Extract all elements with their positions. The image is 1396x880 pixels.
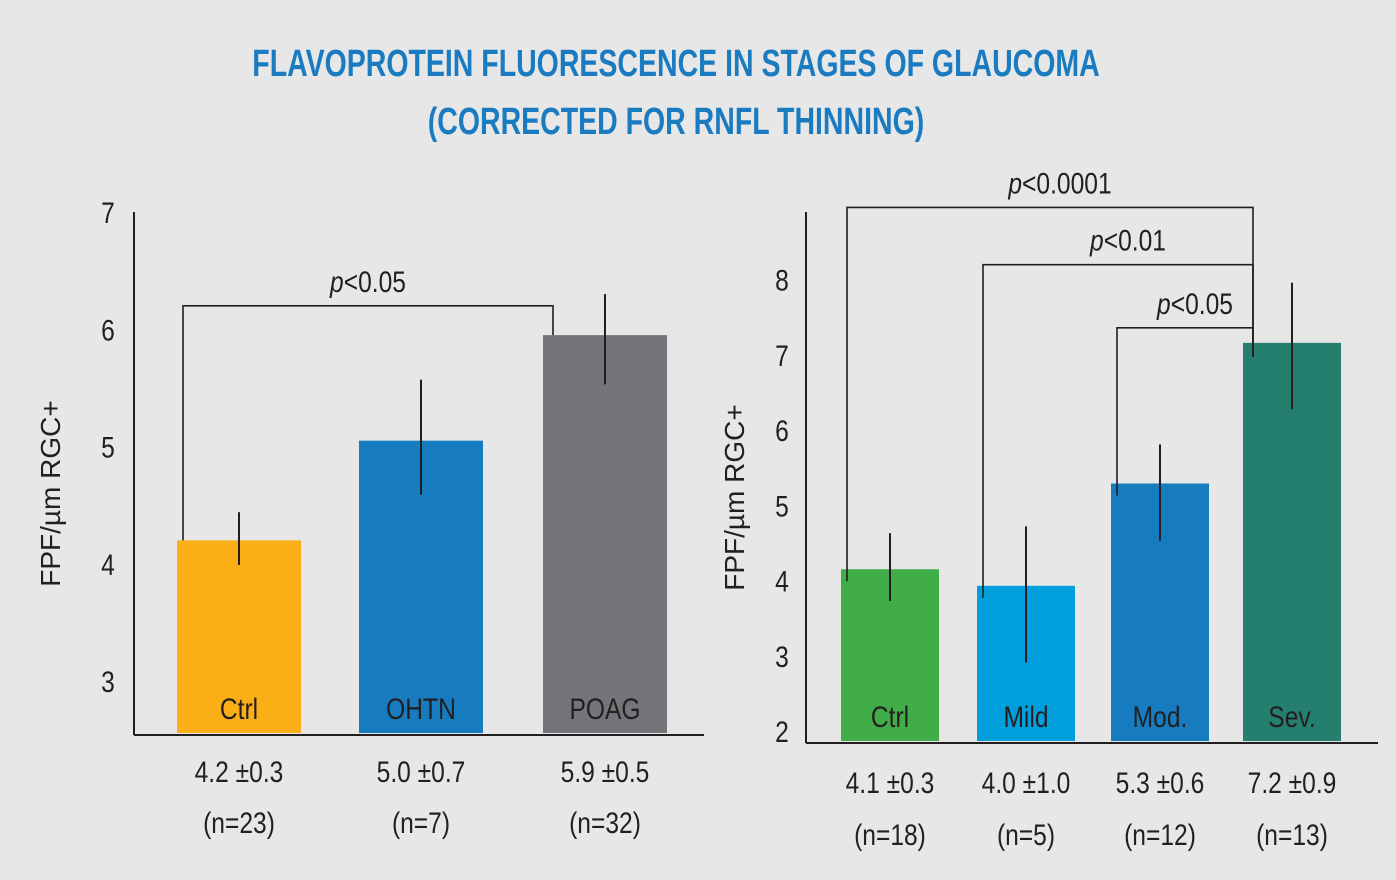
value-label: 4.2 ±0.3 [195,755,284,789]
y-tick-label: 4 [775,564,789,598]
y-axis-label: FPF/µm RGC+ [35,400,66,586]
y-tick-label: 3 [101,665,115,699]
significance-bracket [1116,327,1254,496]
y-tick-label: 5 [775,489,789,523]
p-threshold: <0.01 [1104,223,1166,257]
p-threshold: <0.05 [1171,286,1233,320]
n-label: (n=23) [203,806,275,840]
y-tick-label: 7 [101,196,115,230]
y-tick-label: 5 [101,430,115,464]
value-label: 5.0 ±0.7 [377,755,466,789]
p-value-label: p<0.0001 [1007,166,1111,200]
bar-poag [543,335,667,733]
bar-sev [1243,342,1341,741]
category-label: Ctrl [871,700,909,734]
chart-title-line2: (CORRECTED FOR RNFL THINNING) [428,101,924,143]
y-tick-label: 6 [101,313,115,347]
category-label: Sev. [1268,700,1315,734]
p-value-label: p<0.01 [1089,223,1166,257]
p-symbol: p [1089,223,1104,257]
n-label: (n=13) [1256,818,1328,852]
n-label: (n=7) [392,806,450,840]
category-label: Mod. [1133,700,1188,734]
bar-ctrl [177,540,301,733]
y-tick-label: 6 [775,414,789,448]
value-label: 5.9 ±0.5 [561,755,650,789]
y-tick-label: 4 [101,547,115,581]
y-tick-label: 7 [775,339,789,373]
y-tick-label: 2 [775,715,789,749]
value-label: 4.1 ±0.3 [846,766,935,800]
significance-bracket [982,263,1254,598]
n-label: (n=12) [1124,818,1196,852]
category-label: Mild [1003,700,1048,734]
y-tick-label: 8 [775,263,789,297]
value-label: 5.3 ±0.6 [1116,766,1205,800]
n-label: (n=18) [854,818,926,852]
p-value-label: p<0.05 [1156,286,1233,320]
right-chart-glaucoma-stages: 2 3 4 5 6 7 8 FPF/µm RGC+ Ctrl 4.1 ±0.3 (n=18) Mild… [719,166,1378,852]
p-threshold: <0.0001 [1022,166,1112,200]
category-label: OHTN [386,692,456,726]
n-label: (n=5) [997,818,1055,852]
chart-title-line1: FLAVOPROTEIN FLUORESCENCE IN STAGES OF G… [252,43,1099,85]
significance-bracket [182,305,554,541]
y-axis-label: FPF/µm RGC+ [719,404,750,590]
p-threshold: <0.05 [344,264,406,298]
p-symbol: p [1156,286,1171,320]
category-label: Ctrl [220,692,258,726]
value-label: 7.2 ±0.9 [1248,766,1337,800]
p-symbol: p [1007,166,1022,200]
y-tick-label: 3 [775,639,789,673]
p-symbol: p [329,264,344,298]
value-label: 4.0 ±1.0 [982,766,1071,800]
n-label: (n=32) [569,806,641,840]
category-label: POAG [569,692,640,726]
left-chart-ctrl-ohtn-poag: 3 4 5 6 7 FPF/µm RGC+ Ctrl 4.2 ±0.3 (n=23) OHTN 5.… [35,196,704,840]
p-value-label: p<0.05 [329,264,406,298]
